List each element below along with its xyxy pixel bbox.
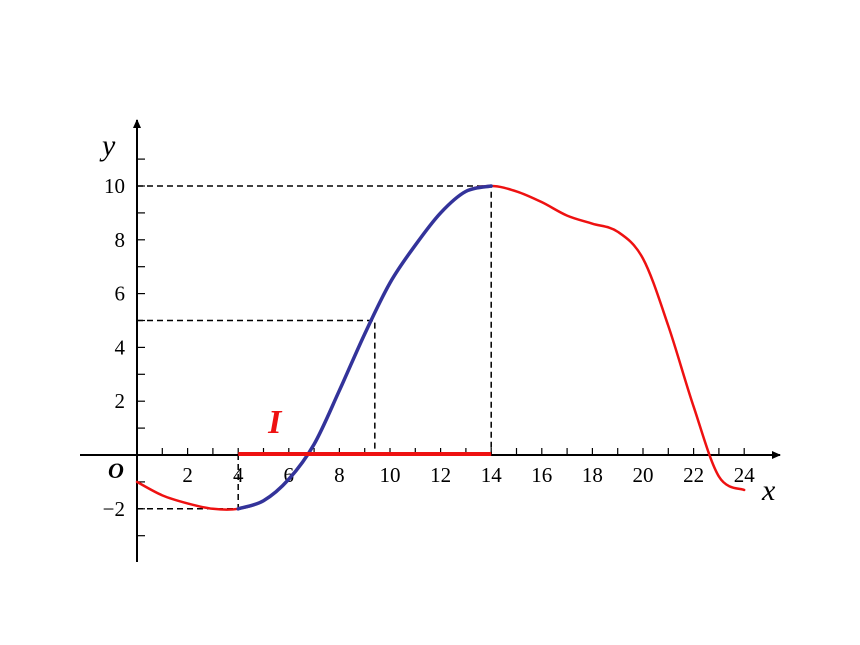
x-tick-label: 10 — [380, 463, 401, 487]
y-tick-label: 8 — [115, 228, 126, 252]
x-tick-label: 18 — [582, 463, 603, 487]
function-curve — [135, 184, 746, 511]
y-tick-label: 4 — [115, 335, 126, 359]
x-tick-label: 20 — [633, 463, 654, 487]
x-tick-label: 6 — [284, 463, 295, 487]
increasing-segment-curve — [236, 184, 493, 511]
x-tick-label: 16 — [531, 463, 552, 487]
y-tick-label: −2 — [103, 497, 125, 521]
x-tick-label: 4 — [233, 463, 244, 487]
y-tick-label: 2 — [115, 389, 126, 413]
origin-label: O — [108, 458, 124, 483]
y-tick-label: 10 — [104, 174, 125, 198]
y-tick-label: 6 — [115, 282, 126, 306]
x-tick-label: 8 — [334, 463, 345, 487]
interval-label: I — [267, 404, 283, 441]
x-tick-label: 2 — [182, 463, 193, 487]
x-tick-label: 24 — [734, 463, 756, 487]
x-axis-label: x — [761, 474, 776, 507]
x-tick-label: 14 — [481, 463, 503, 487]
x-tick-label: 22 — [683, 463, 704, 487]
x-tick-label: 12 — [430, 463, 451, 487]
y-axis-label: y — [99, 129, 116, 162]
